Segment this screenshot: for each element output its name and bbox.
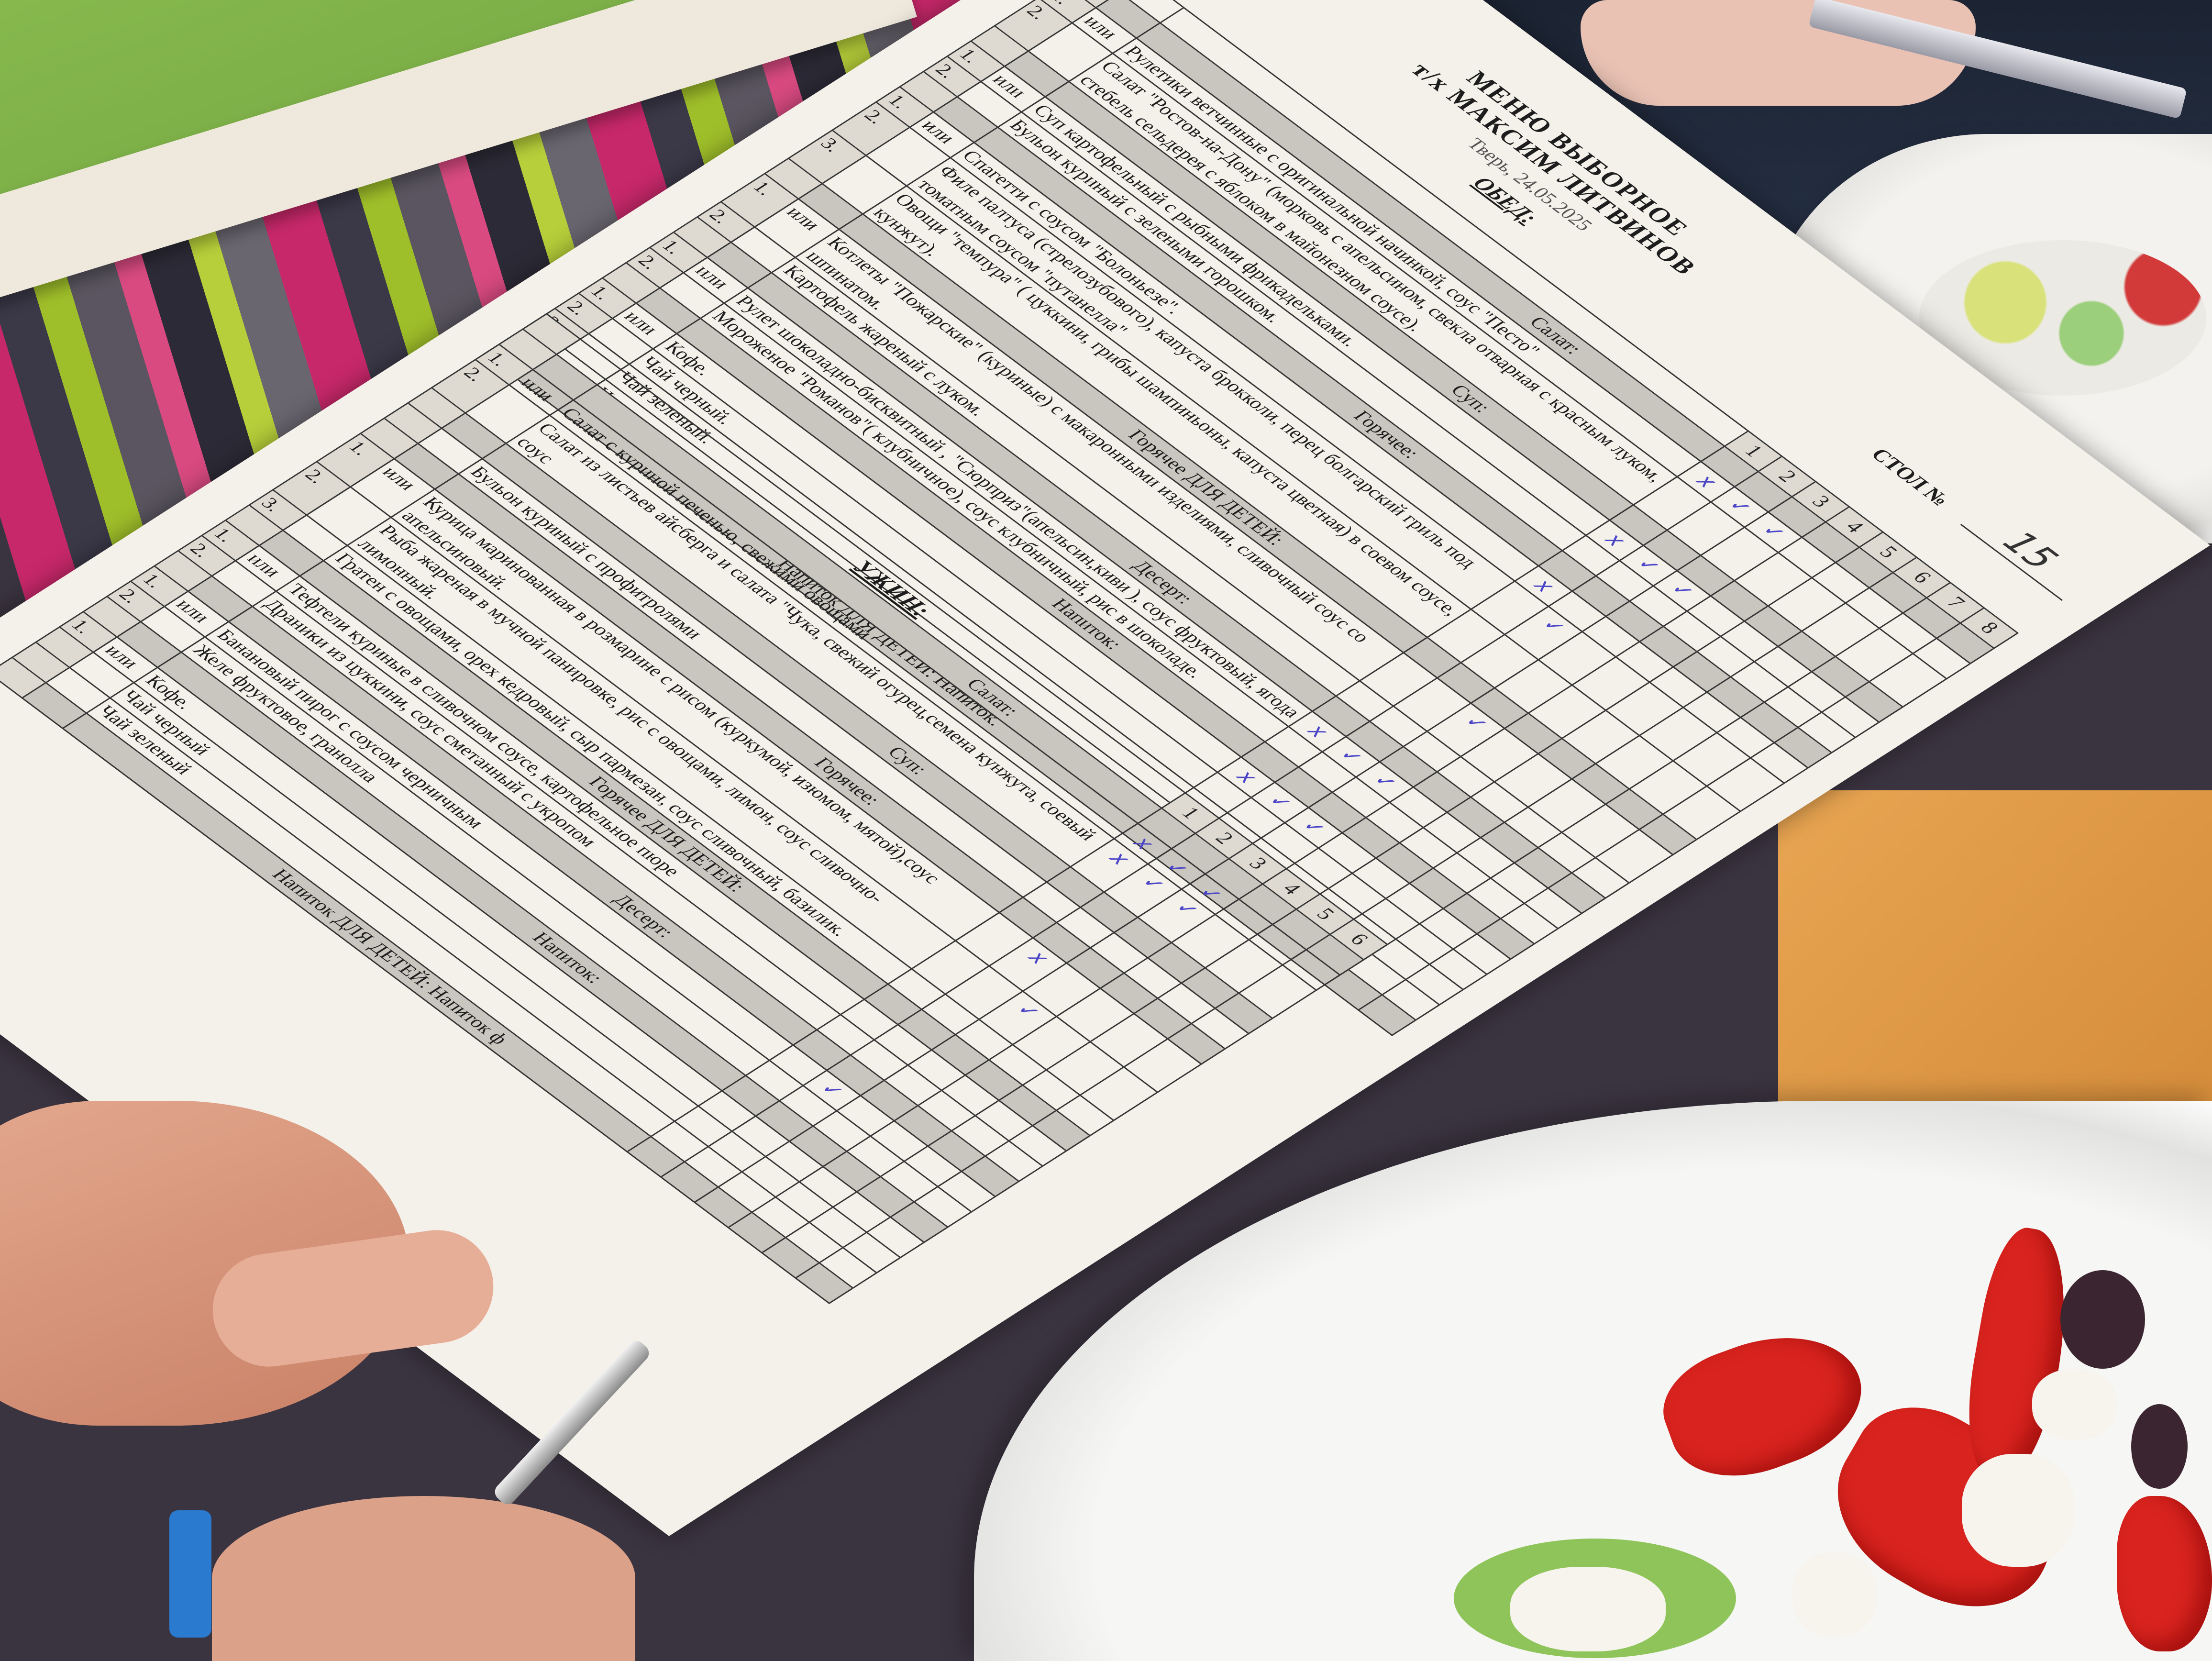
- olive: [2131, 1404, 2188, 1489]
- feta-cheese: [1962, 1454, 2075, 1567]
- pen-cap: [169, 1510, 211, 1638]
- feta-cheese: [1510, 1567, 1666, 1651]
- hand-holding-knife: [1581, 0, 1976, 106]
- red-onion: [2060, 1270, 2145, 1369]
- red-pepper: [2117, 1496, 2212, 1651]
- feta-cheese: [1792, 1552, 1877, 1637]
- feta-cheese: [2032, 1369, 2117, 1440]
- table-number-handwritten[interactable]: 15: [1960, 501, 2099, 601]
- hand-with-pen: [212, 1496, 635, 1661]
